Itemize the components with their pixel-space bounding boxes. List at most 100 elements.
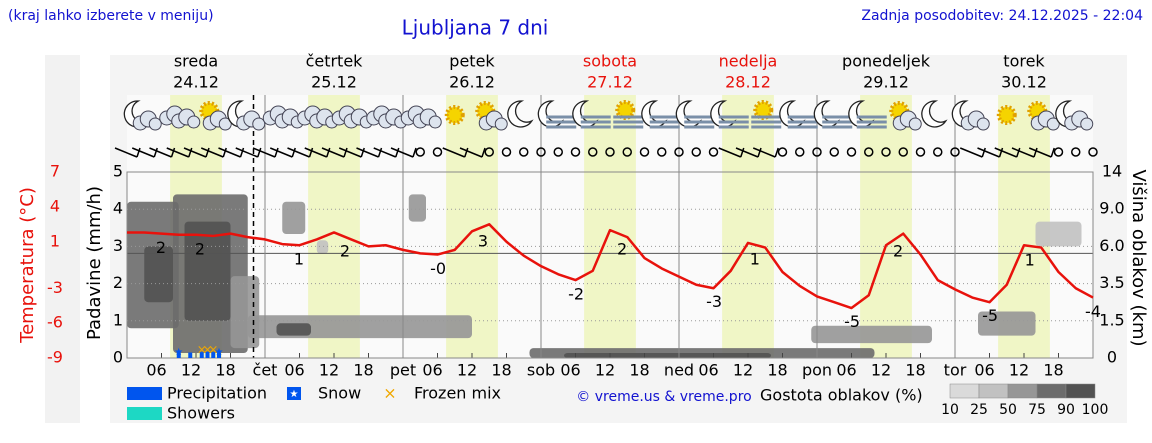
weather-icon	[123, 100, 162, 131]
wind-barb	[183, 147, 210, 158]
weather-icon	[1055, 100, 1094, 131]
wind-barb	[114, 147, 141, 158]
wind-barb	[149, 147, 176, 158]
cloud	[494, 117, 508, 131]
moon	[537, 100, 565, 128]
temperature-label: -5	[844, 312, 860, 331]
wind-calm	[881, 147, 891, 157]
cloud-scale-label: 75	[1028, 402, 1046, 418]
y-tick-label: 4	[113, 199, 123, 218]
wind-barb	[752, 147, 779, 158]
wind-barb	[338, 147, 365, 158]
wind-calm	[1088, 147, 1098, 157]
weather-icon	[262, 105, 304, 129]
wind-barb	[200, 147, 227, 158]
wind-calm	[674, 147, 684, 157]
temperature-label: 1	[750, 249, 760, 268]
cloud-block	[1035, 221, 1082, 247]
y2-tick-label: 14	[1102, 162, 1122, 181]
x-tick-label: 06	[560, 361, 580, 380]
cloud-scale-box	[1065, 383, 1096, 399]
plot-frame	[126, 171, 1094, 359]
temperature-label: -5	[982, 306, 998, 325]
day-date: 27.12	[587, 73, 633, 92]
wind-calm	[605, 147, 615, 157]
wind-barb	[994, 147, 1021, 158]
cloud-scale-box	[949, 383, 980, 399]
wind-barb	[287, 147, 314, 158]
cloud-scale-box	[1007, 383, 1038, 399]
y2-tick-label: 9.0	[1099, 199, 1124, 218]
x-tick-label: 18	[353, 361, 373, 380]
cloud-block	[978, 311, 1036, 336]
wind-barb	[321, 147, 348, 158]
temperature-axis-title: Temperatura (°C)	[17, 187, 38, 344]
moon	[641, 100, 668, 128]
moon	[921, 100, 948, 128]
wind-calm	[432, 147, 443, 157]
x-tick-label: 18	[905, 361, 925, 380]
wind-barb	[459, 147, 486, 158]
wind-calm	[536, 147, 546, 157]
temperature-tick-label: -3	[47, 278, 63, 297]
weather-icon	[921, 100, 948, 128]
precip-bar	[211, 352, 216, 358]
temperature-label: 2	[195, 240, 205, 259]
weather-icon	[710, 100, 749, 129]
day-name: torek	[1003, 52, 1045, 71]
weather-icon	[159, 105, 201, 129]
legend-swatch	[127, 407, 162, 420]
cloud	[1046, 117, 1060, 131]
cloud	[218, 117, 232, 131]
weather-icon	[444, 105, 465, 125]
precip-bar	[205, 351, 210, 358]
temperature-line	[127, 223, 1094, 310]
credit: © vreme.us & vreme.pro	[576, 389, 751, 405]
wind-barb	[735, 147, 762, 158]
y-tick-label: 3	[113, 236, 123, 255]
x-tick-label: 12	[595, 361, 615, 380]
cloud	[148, 117, 162, 131]
cloud	[1080, 117, 1094, 131]
weather-icon	[297, 105, 339, 129]
weather-icon	[537, 100, 577, 129]
legend-label: Precipitation	[167, 384, 267, 403]
cloud-scale-label: 50	[999, 402, 1017, 418]
y2-tick-label: 3.5	[1099, 273, 1124, 292]
wind-calm	[864, 147, 874, 157]
wind-barb	[373, 147, 400, 158]
weather-icon	[675, 100, 715, 129]
wind-calm	[795, 147, 805, 157]
wind-calm	[484, 147, 494, 157]
precip-bar	[217, 352, 221, 358]
y2-tick-label: 6.0	[1099, 236, 1124, 255]
cloud	[976, 117, 990, 131]
wind-barb	[252, 147, 279, 158]
x-tick-label: 18	[491, 361, 511, 380]
cloud	[908, 117, 922, 131]
updated: Zadnja posodobitev: 24.12.2025 - 22:04	[861, 8, 1143, 24]
x-tick-label: 12	[1009, 361, 1029, 380]
moon	[675, 100, 703, 128]
weather-icon	[199, 101, 232, 131]
moon	[507, 100, 534, 128]
wind-calm	[915, 147, 926, 157]
temperature-tick-label: 7	[50, 162, 60, 181]
temperature-label: 2	[340, 241, 350, 260]
x-tick-label: sob	[527, 361, 555, 380]
moon	[813, 100, 841, 128]
x-tick-label: 12	[871, 361, 891, 380]
frozen-marker: ×	[202, 343, 212, 357]
wind-calm	[898, 147, 908, 157]
weather-icon	[813, 100, 853, 129]
x-tick-label: 18	[767, 361, 787, 380]
x-tick-label: ned	[664, 361, 694, 380]
wind-calm	[657, 147, 667, 157]
wind-calm	[950, 147, 960, 157]
wind-calm	[829, 147, 839, 157]
day-date: 29.12	[863, 73, 909, 92]
cloud-scale-label: 25	[970, 402, 988, 418]
snow-marker: ★	[215, 347, 224, 358]
y-tick-label: 5	[113, 162, 123, 181]
cloud-block	[144, 246, 173, 303]
